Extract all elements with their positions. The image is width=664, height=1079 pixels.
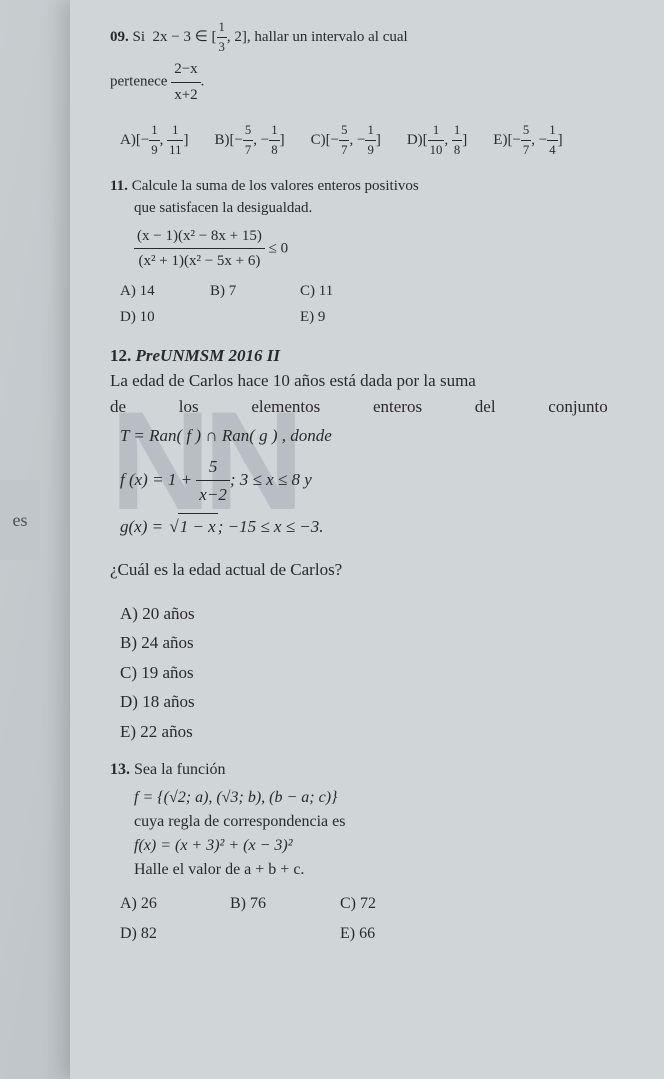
side-tab-label: es <box>13 510 28 531</box>
q12-p1: La edad de Carlos hace 10 años está dada… <box>110 368 634 394</box>
q09-lead: Si <box>133 29 146 45</box>
q09-tail: , hallar un intervalo al cual <box>247 29 408 45</box>
q12-title: PreUNMSM 2016 II <box>136 346 281 365</box>
q13-ask: Halle el valor de a + b + c. <box>134 858 634 882</box>
q12-f: f (x) = 1 + 5x−2; 3 ≤ x ≤ 8 y <box>120 453 634 509</box>
q13-rule: f(x) = (x + 3)² + (x − 3)² <box>134 834 634 858</box>
q09-interval: [13, 2] <box>212 18 247 57</box>
q12-num: 12. <box>110 346 131 365</box>
question-09: 09. Si 2x − 3 ∈ [13, 2], hallar un inter… <box>110 18 634 161</box>
q13-num: 13. <box>110 761 130 778</box>
q09-optE: E)[−57, −14] <box>493 121 562 160</box>
question-12: 12. PreUNMSM 2016 II La edad de Carlos h… <box>110 343 634 745</box>
q11-optB: B) 7 <box>210 280 300 303</box>
q13-optD: D) 82 <box>120 922 230 946</box>
page: NN 09. Si 2x − 3 ∈ [13, 2], hallar un in… <box>70 0 664 1079</box>
q12-optB: B) 24 años <box>120 630 634 656</box>
q09-options: A)[−19, 111] B)[−57, −18] C)[−57, −19] D… <box>120 121 634 160</box>
q12-optD: D) 18 años <box>120 689 634 715</box>
q09-line2: pertenece 2−xx+2. <box>110 57 634 107</box>
q09-optC: C)[−57, −19] <box>311 121 381 160</box>
q11-optC: C) 11 <box>300 280 390 303</box>
q13-optE: E) 66 <box>340 922 450 946</box>
q12-options: A) 20 años B) 24 años C) 19 años D) 18 a… <box>120 601 634 745</box>
q09-optD: D)[110, 18] <box>407 121 467 160</box>
q11-optA: A) 14 <box>120 280 210 303</box>
question-11: 11. Calcule la suma de los valores enter… <box>110 175 634 329</box>
q09-mainfrac: 2−xx+2 <box>171 57 200 107</box>
q12-eqT: T = Ran( f ) ∩ Ran( g ) , donde <box>120 423 634 449</box>
q12-g: g(x) = 1 − x; −15 ≤ x ≤ −3. <box>120 513 634 540</box>
q12-ask: ¿Cuál es la edad actual de Carlos? <box>110 557 634 583</box>
q13-options: A) 26 B) 76 C) 72 D) 82 E) 66 <box>120 892 634 946</box>
q12-optA: A) 20 años <box>120 601 634 627</box>
q09-expr: 2x − 3 ∈ <box>153 29 208 45</box>
q09-num: 09. <box>110 29 129 45</box>
q11-optD: D) 10 <box>120 306 210 329</box>
q13-fset: f = {(√2; a), (√3; b), (b − a; c)} <box>134 786 634 810</box>
side-tab: es <box>0 480 40 560</box>
q09-line1: 09. Si 2x − 3 ∈ [13, 2], hallar un inter… <box>110 18 634 57</box>
q12-optC: C) 19 años <box>120 660 634 686</box>
q11-options: A) 14 B) 7 C) 11 D) 10 E) 9 <box>120 280 634 329</box>
q13-optB: B) 76 <box>230 892 340 916</box>
q11-optE: E) 9 <box>300 306 390 329</box>
q13-optA: A) 26 <box>120 892 230 916</box>
q13-p2: cuya regla de correspondencia es <box>134 810 634 834</box>
q11-num: 11. <box>110 178 128 194</box>
content: 09. Si 2x − 3 ∈ [13, 2], hallar un inter… <box>110 18 634 946</box>
q11-line1: 11. Calcule la suma de los valores enter… <box>110 175 634 198</box>
q12-optE: E) 22 años <box>120 719 634 745</box>
q12-header: 12. PreUNMSM 2016 II <box>110 343 634 369</box>
q11-line2: que satisfacen la desigualdad. <box>134 197 634 220</box>
q13-optC: C) 72 <box>340 892 450 916</box>
q09-optB: B)[−57, −18] <box>214 121 284 160</box>
q12-p2: de los elementos enteros del conjunto <box>110 394 608 420</box>
q13-line1: 13. Sea la función <box>110 758 634 782</box>
question-13: 13. Sea la función f = {(√2; a), (√3; b)… <box>110 758 634 946</box>
q09-optA: A)[−19, 111] <box>120 121 188 160</box>
q11-ineq: (x − 1)(x² − 8x + 15)(x² + 1)(x² − 5x + … <box>134 224 634 274</box>
